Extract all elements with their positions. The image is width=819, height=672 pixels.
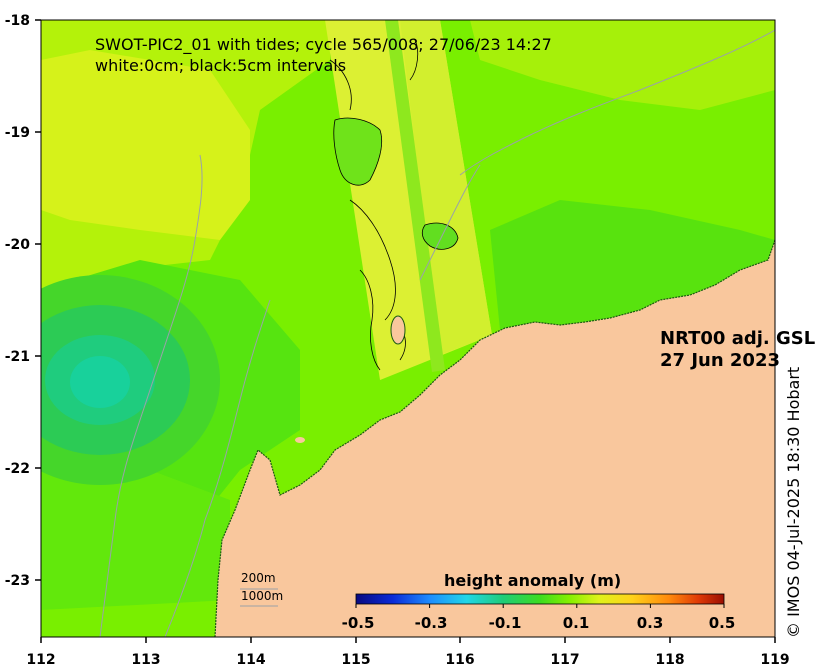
bathymetry-1000m: [99, 154, 203, 637]
bathymetry-contour: [419, 164, 481, 281]
ocean-upper-right-yellow: [470, 20, 775, 110]
lon-tick-marks: [40, 637, 776, 643]
lat-tick-label: -23: [5, 573, 30, 589]
scale-label-1000m: 1000m: [241, 589, 284, 603]
plot-frame: [40, 19, 776, 638]
colorbar-tick-label: -0.5: [341, 614, 375, 632]
lon-tick-label: 118: [655, 652, 684, 668]
bathymetry-1000m: [164, 299, 271, 637]
colorbar-tick-label: 0.3: [636, 614, 664, 632]
lon-tick-label: 117: [550, 652, 579, 668]
product-date: 27 Jun 2023: [660, 350, 781, 371]
colorbar-tick-label: 0.1: [562, 614, 590, 632]
map-title-line1: SWOT-PIC2_01 with tides; cycle 565/008; …: [95, 35, 552, 54]
swath-contour: [359, 269, 381, 371]
swath-contour: [329, 59, 352, 111]
lon-tick-label: 114: [236, 652, 265, 668]
eddy-core: [70, 356, 130, 408]
lon-tick-label: 116: [445, 652, 474, 668]
ocean-yellow-core: [41, 50, 250, 240]
lat-tick-label: -19: [5, 125, 30, 141]
bathymetry-200m: [459, 29, 775, 176]
colorbar-ticks: [355, 604, 725, 608]
imos-credit: © IMOS 04-Jul-2025 18:30 Hobart: [784, 366, 803, 638]
swath-contour: [349, 199, 396, 321]
colorbar: [355, 593, 725, 605]
colorbar-tick-label: 0.5: [708, 614, 736, 632]
lat-tick-label: -21: [5, 349, 30, 365]
lat-tick-label: -18: [5, 13, 30, 29]
colorbar-tick-label: -0.1: [488, 614, 522, 632]
land-australia: [215, 240, 775, 637]
coastline: [214, 239, 775, 637]
colorbar-title: height anomaly (m): [444, 571, 622, 590]
lat-tick-label: -20: [5, 237, 31, 253]
swath-contour: [421, 222, 459, 250]
lon-tick-label: 112: [26, 652, 55, 668]
scale-label-200m: 200m: [241, 571, 276, 585]
map-title-line2: white:0cm; black:5cm intervals: [95, 56, 347, 75]
lon-tick-label: 119: [760, 652, 789, 668]
product-label: NRT00 adj. GSL: [660, 328, 816, 349]
lat-tick-label: -22: [5, 461, 30, 477]
colorbar-tick-label: -0.3: [414, 614, 448, 632]
swath-contour: [409, 39, 419, 81]
swot-swath-right-half: [400, 20, 492, 355]
swot-nadir-gap: [385, 20, 445, 372]
lat-tick-marks: [35, 19, 41, 581]
ocean-south-green: [41, 470, 230, 610]
lon-tick-label: 113: [131, 652, 160, 668]
island: [390, 315, 406, 345]
island: [295, 437, 305, 443]
swath-contour: [333, 117, 383, 186]
lon-tick-label: 115: [341, 652, 370, 668]
